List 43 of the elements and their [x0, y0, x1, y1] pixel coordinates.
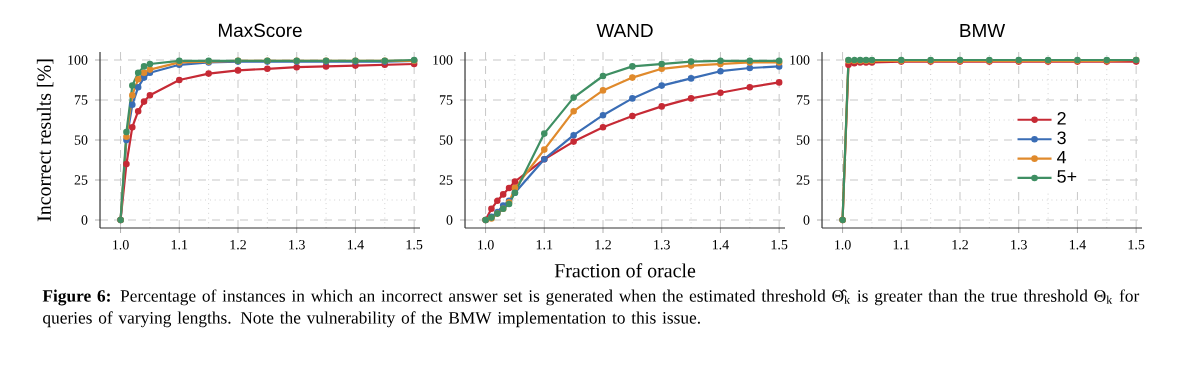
- x-tick-label: 1.0: [835, 240, 851, 250]
- y-tick-label: 0: [81, 215, 88, 225]
- x-tick-label: 1.2: [952, 240, 968, 250]
- x-tick-label: 1.4: [712, 240, 729, 250]
- y-tick-label: 75: [74, 95, 88, 105]
- x-tick-label: 1.0: [478, 240, 494, 250]
- legend-label: 4: [1057, 150, 1067, 164]
- y-tick-label: 25: [796, 175, 810, 185]
- x-tick-label: 1.2: [230, 240, 246, 250]
- x-tick-label: 1.1: [536, 240, 553, 250]
- y-tick-label: 100: [790, 55, 810, 65]
- legend-label: 5+: [1057, 170, 1077, 183]
- x-tick-label: 1.4: [347, 240, 364, 250]
- x-tick-label: 1.1: [171, 240, 188, 250]
- x-tick-label: 1.3: [654, 240, 670, 250]
- y-axis-title: Incorrect results [%]: [36, 59, 54, 222]
- x-axis-title: Fraction of oracle: [554, 263, 696, 278]
- chart-title: MaxScore: [218, 23, 302, 38]
- y-tick-label: 25: [74, 175, 88, 185]
- x-tick-label: 1.1: [893, 240, 910, 250]
- text: Figure 6: Percentage of instances in which an incorrect answer set is generated when the estimated threshold Θ̂$_{k}$ is greater than the true threshold Θ$_{k}$ for queries of varying lengths. Note the vulnerability of the BMW implementation to this issue.: [42, 289, 1140, 328]
- legend-label: 3: [1057, 131, 1066, 145]
- x-tick-label: 1.2: [595, 240, 611, 250]
- x-tick-label: 1.4: [1069, 240, 1086, 250]
- chart-title: BMW: [960, 23, 1006, 37]
- x-tick-label: 1.0: [113, 240, 129, 250]
- y-tick-label: 25: [439, 175, 453, 185]
- y-tick-label: 0: [803, 215, 810, 225]
- y-tick-label: 100: [433, 55, 453, 65]
- y-tick-label: 75: [439, 95, 453, 105]
- y-tick-label: 100: [68, 55, 88, 65]
- y-tick-label: 75: [796, 95, 810, 105]
- x-tick-label: 1.5: [771, 240, 788, 250]
- legend-label: 2: [1057, 112, 1066, 125]
- x-tick-label: 1.5: [1128, 240, 1145, 250]
- y-tick-label: 50: [796, 135, 810, 145]
- y-tick-label: 0: [446, 215, 453, 225]
- x-tick-label: 1.3: [289, 240, 305, 250]
- y-tick-label: 50: [74, 135, 88, 145]
- chart-title: WAND: [596, 23, 653, 37]
- y-tick-label: 50: [439, 135, 453, 145]
- x-tick-label: 1.3: [1011, 240, 1027, 250]
- x-tick-label: 1.5: [406, 240, 423, 250]
